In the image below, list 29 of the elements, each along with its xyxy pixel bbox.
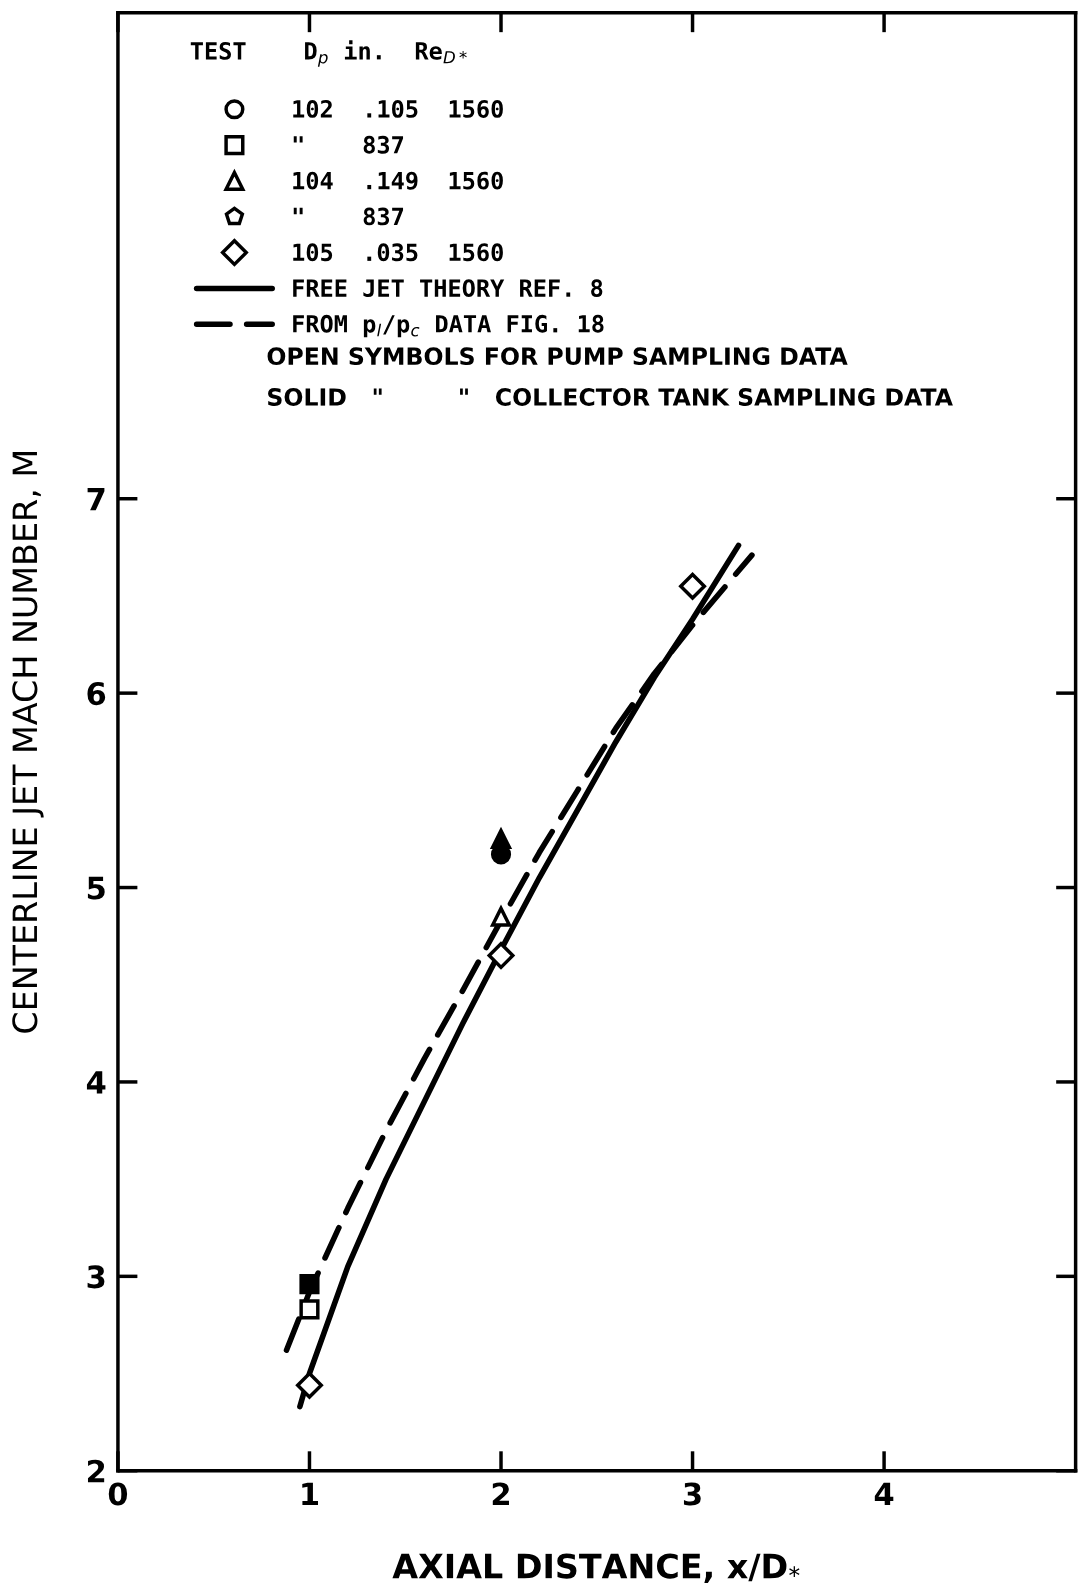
- y-tick-label: 4: [86, 1071, 106, 1094]
- annotation: TEST D$_{p}$ in. Re$_{D*}$: [190, 40, 467, 67]
- x-tick-label: 0: [108, 1482, 128, 1506]
- y-tick-label: 5: [87, 876, 105, 900]
- annotation: OPEN SYMBOLS FOR PUMP SAMPLING DATA: [267, 347, 848, 366]
- point: [679, 572, 707, 600]
- x-tick-label: 1: [302, 1482, 318, 1506]
- legend-label: " 837: [293, 207, 404, 226]
- y-tick-label: 6: [87, 682, 106, 706]
- x-tick-label: 3: [683, 1482, 701, 1506]
- legend-label: FROM p$_{l}$/p$_{c}$ DATA FIG. 18: [293, 314, 604, 338]
- y-axis-title: CENTERLINE JET MACH NUMBER, M: [12, 452, 44, 1033]
- point: [295, 1371, 323, 1399]
- x-tick-label: 2: [492, 1482, 509, 1506]
- legend-label: " 837: [293, 135, 404, 154]
- legend-label: 105 .035 1560: [293, 243, 503, 262]
- point: [299, 1299, 320, 1320]
- y-tick-label: 2: [87, 1459, 105, 1483]
- x-axis-title: AXIAL DISTANCE, x/D$_{*}$: [392, 1553, 800, 1583]
- y-tick-label: 7: [87, 488, 105, 511]
- annotation: SOLID " " COLLECTOR TANK SAMPLING DATA: [268, 388, 953, 406]
- point: [299, 1274, 320, 1295]
- legend-label: 104 .149 1560: [293, 171, 503, 190]
- legend-label: 102 .105 1560: [293, 100, 503, 118]
- x-tick-label: 4: [874, 1482, 894, 1506]
- point: [487, 942, 515, 970]
- legend-label: FREE JET THEORY REF. 8: [293, 279, 603, 298]
- point: [490, 904, 512, 927]
- y-tick-label: 3: [87, 1265, 105, 1289]
